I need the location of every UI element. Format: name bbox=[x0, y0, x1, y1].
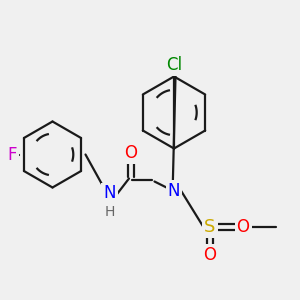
Text: O: O bbox=[203, 246, 217, 264]
Text: N: N bbox=[103, 184, 116, 202]
Text: Cl: Cl bbox=[166, 56, 182, 74]
Text: O: O bbox=[236, 218, 250, 236]
Text: F: F bbox=[7, 146, 17, 164]
Text: O: O bbox=[124, 144, 137, 162]
Text: S: S bbox=[204, 218, 216, 236]
Text: N: N bbox=[168, 182, 180, 200]
Text: H: H bbox=[104, 205, 115, 218]
